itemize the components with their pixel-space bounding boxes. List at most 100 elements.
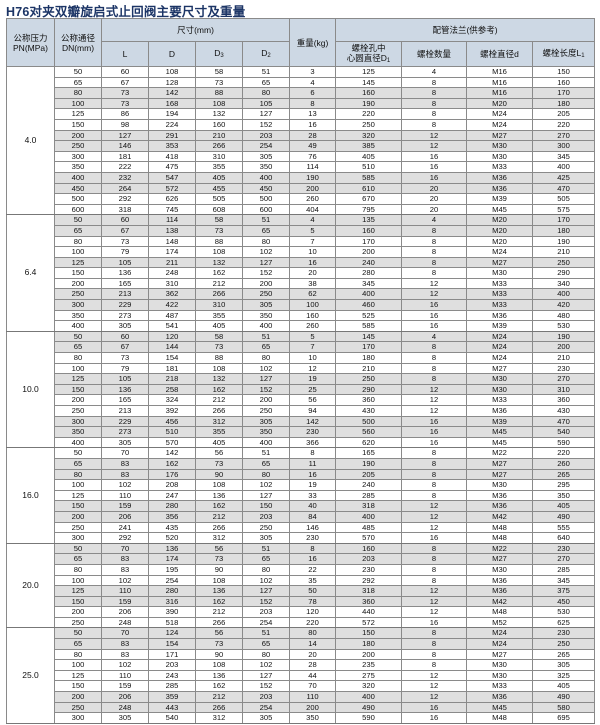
header-bolt-length: 螺栓长度L1 — [532, 41, 596, 67]
d3-cell: 355 — [195, 161, 243, 173]
d-cell: 422 — [148, 299, 196, 311]
d2-cell: 152 — [241, 267, 291, 279]
bolt-count-cell: 8 — [401, 256, 468, 269]
d1-cell: 280 — [335, 267, 403, 279]
d3-cell: 88 — [195, 235, 243, 248]
d1-cell: 205 — [335, 468, 403, 481]
bolt-length-cell: 540 — [532, 426, 596, 438]
l-cell: 305 — [101, 436, 149, 449]
d1-cell: 585 — [335, 171, 403, 184]
l-cell: 248 — [101, 701, 149, 714]
d3-cell: 132 — [195, 256, 243, 269]
table-row: 350 222 475 355 350 114 510 16 M33 400 — [7, 161, 596, 173]
l-cell: 60 — [101, 330, 149, 343]
dn-cell: 300 — [54, 415, 102, 428]
d2-cell: 51 — [241, 214, 291, 226]
dn-cell: 65 — [54, 457, 102, 470]
weight-cell: 5 — [289, 330, 337, 343]
bolt-count-cell: 16 — [401, 171, 468, 184]
d3-cell: 310 — [195, 299, 243, 311]
bolt-diameter-cell: M27 — [466, 362, 534, 375]
dn-cell: 50 — [54, 66, 102, 78]
bolt-diameter-cell: M16 — [466, 87, 534, 99]
d2-cell: 250 — [241, 405, 291, 417]
d-cell: 144 — [148, 341, 196, 354]
d3-cell: 136 — [195, 489, 243, 502]
d2-cell: 51 — [241, 542, 291, 555]
bolt-length-cell: 230 — [532, 542, 596, 555]
d-cell: 211 — [148, 256, 196, 269]
table-row: 80 83 176 90 80 16 205 8 M27 265 — [7, 468, 596, 481]
d-cell: 218 — [148, 373, 196, 385]
d3-cell: 355 — [195, 426, 243, 438]
d-cell: 540 — [148, 712, 196, 724]
dn-cell: 65 — [54, 224, 102, 237]
weight-cell: 62 — [289, 288, 337, 301]
d1-cell: 150 — [335, 627, 403, 640]
bolt-length-cell: 580 — [532, 701, 596, 714]
d3-cell: 312 — [195, 712, 243, 724]
d2-cell: 102 — [241, 246, 291, 258]
d-cell: 353 — [148, 140, 196, 152]
bolt-length-cell: 505 — [532, 193, 596, 205]
d3-cell: 90 — [195, 648, 243, 661]
d1-cell: 318 — [335, 500, 403, 512]
d3-cell: 136 — [195, 585, 243, 597]
d-cell: 174 — [148, 246, 196, 258]
bolt-count-cell: 8 — [401, 659, 468, 671]
l-cell: 146 — [101, 140, 149, 152]
table-row: 10.0 50 60 120 58 51 5 145 4 M24 190 — [6, 330, 596, 449]
d3-cell: 162 — [195, 500, 243, 512]
dn-cell: 100 — [54, 659, 102, 671]
pressure-cell: 16.0 — [6, 447, 55, 544]
d1-cell: 203 — [335, 553, 403, 565]
d2-cell: 127 — [241, 108, 291, 120]
d1-cell: 572 — [335, 616, 403, 629]
header-D1: 螺栓孔中 心圆直径D1 — [335, 41, 403, 67]
bolt-count-cell: 8 — [401, 87, 468, 99]
dn-cell: 400 — [54, 320, 102, 332]
bolt-length-cell: 270 — [532, 373, 596, 385]
bolt-diameter-cell: M36 — [466, 691, 534, 703]
d2-cell: 51 — [241, 66, 291, 78]
table-row: 200 206 390 212 203 120 440 12 M48 530 — [7, 606, 596, 618]
bolt-diameter-cell: M24 — [466, 638, 534, 650]
l-cell: 83 — [101, 638, 149, 650]
d2-cell: 80 — [241, 468, 291, 481]
d1-cell: 170 — [335, 341, 403, 354]
pressure-cell: 25.0 — [6, 627, 55, 724]
weight-cell: 14 — [289, 638, 337, 650]
d3-cell: 162 — [195, 383, 243, 396]
dn-cell: 250 — [54, 405, 102, 417]
bolt-diameter-cell: M16 — [466, 66, 534, 78]
weight-cell: 146 — [289, 521, 337, 534]
l-cell: 206 — [101, 510, 149, 523]
header-L: L — [101, 41, 149, 67]
d2-cell: 80 — [241, 87, 291, 99]
dn-cell: 200 — [54, 277, 102, 290]
bolt-length-cell: 205 — [532, 108, 596, 120]
bolt-diameter-cell: M27 — [466, 468, 534, 481]
bolt-length-cell: 170 — [532, 87, 596, 99]
bolt-diameter-cell: M33 — [466, 680, 534, 693]
d3-cell: 88 — [195, 352, 243, 364]
bolt-count-cell: 12 — [401, 140, 468, 152]
l-cell: 67 — [101, 224, 149, 237]
dn-cell: 125 — [54, 669, 102, 682]
dn-cell: 65 — [54, 638, 102, 650]
weight-cell: 33 — [289, 489, 337, 502]
d1-cell: 250 — [335, 118, 403, 131]
d2-cell: 127 — [241, 669, 291, 682]
d-cell: 247 — [148, 489, 196, 502]
bolt-diameter-cell: M42 — [466, 510, 534, 523]
l-cell: 159 — [101, 595, 149, 608]
l-cell: 165 — [101, 277, 149, 290]
d1-cell: 145 — [335, 330, 403, 343]
table-row: 150 98 224 160 152 16 250 8 M24 220 — [7, 118, 596, 131]
bolt-length-cell: 300 — [532, 140, 596, 152]
table-row: 400 232 547 405 400 190 585 16 M36 425 — [7, 171, 596, 184]
weight-cell: 38 — [289, 277, 337, 290]
d2-cell: 152 — [241, 680, 291, 693]
table-row: 200 165 324 212 200 56 360 12 M33 360 — [7, 394, 596, 406]
dn-cell: 125 — [54, 108, 102, 120]
